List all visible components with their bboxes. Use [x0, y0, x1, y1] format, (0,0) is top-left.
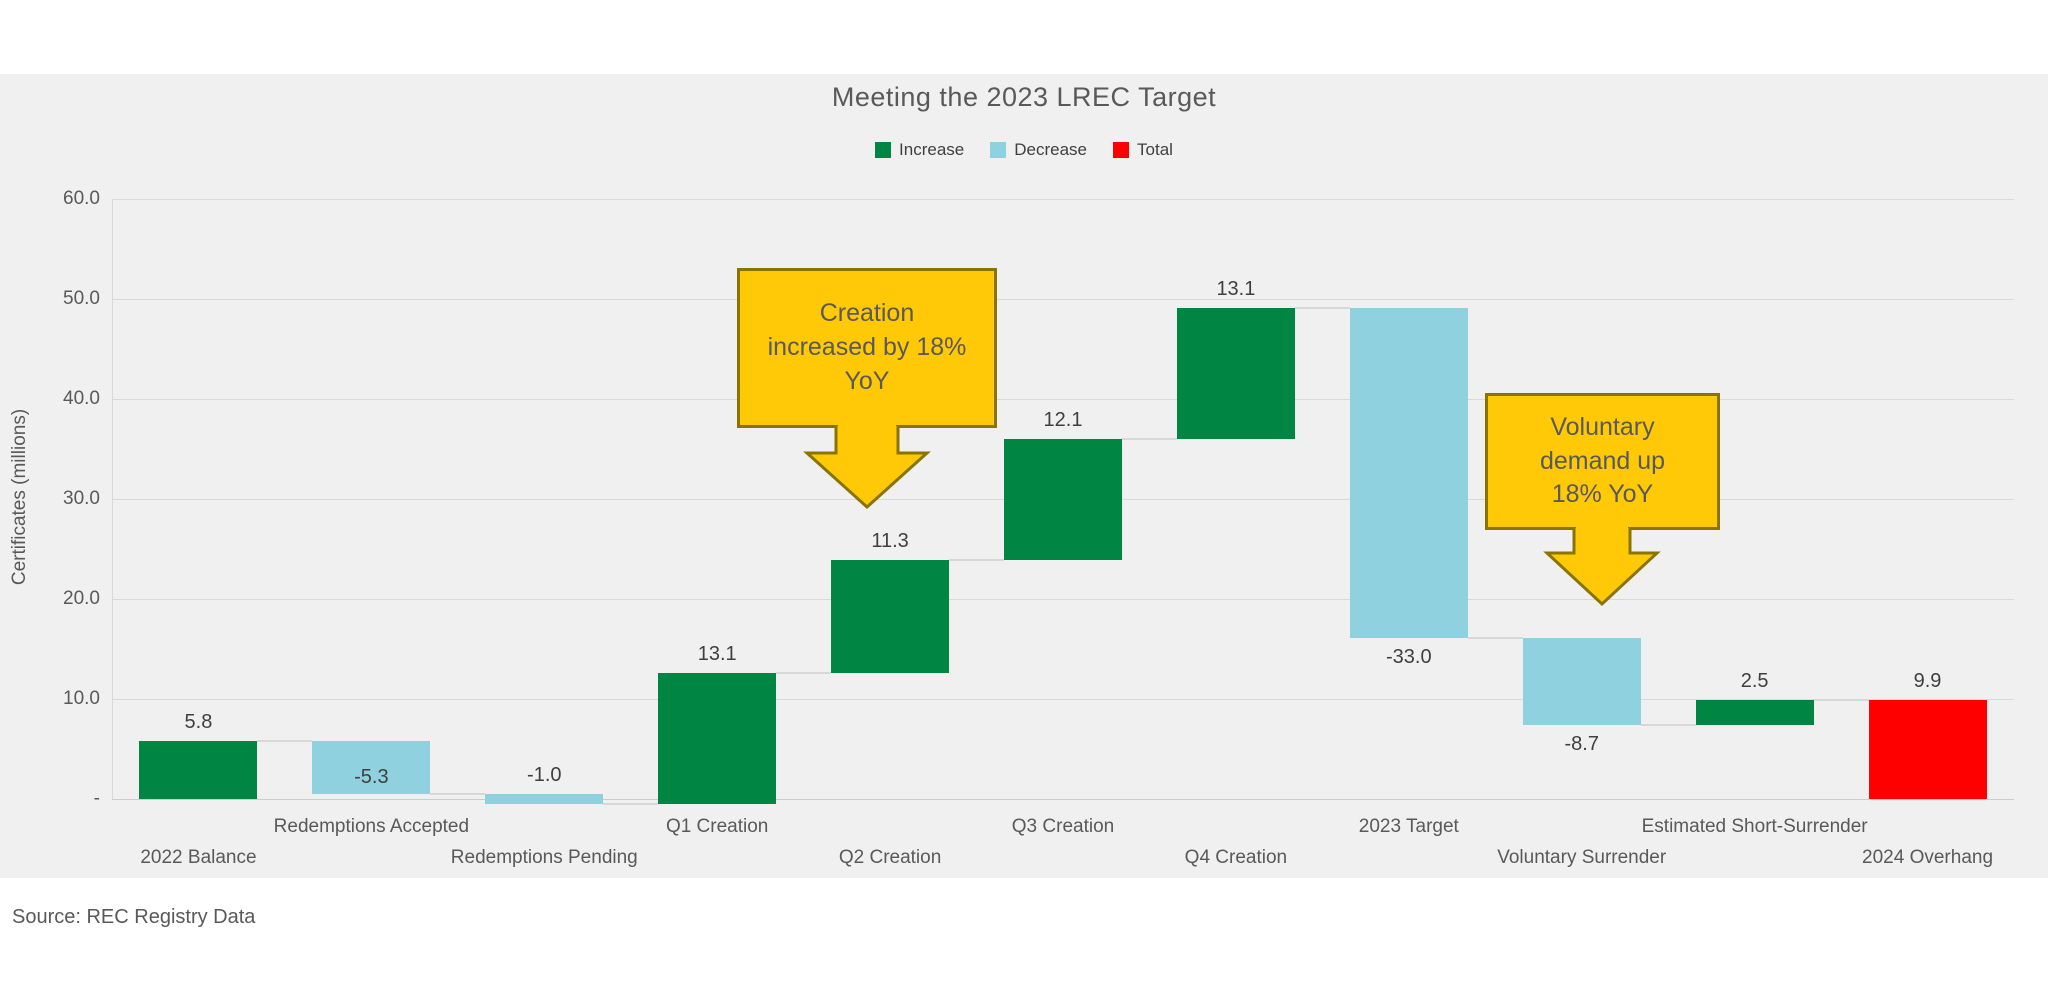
gridline	[112, 399, 2014, 400]
connector-line	[603, 803, 659, 805]
callout-2: Voluntary demand up 18% YoY	[1485, 393, 1720, 530]
bar-label: 5.8	[184, 711, 213, 733]
y-tick-label: -	[93, 788, 100, 809]
y-tick-label: 60.0	[63, 188, 100, 209]
legend: Increase Decrease Total	[0, 140, 2048, 160]
x-axis-label: 2024 Overhang	[1862, 847, 1994, 868]
x-axis-label: Redemptions Pending	[450, 847, 638, 868]
y-tick-label: 40.0	[63, 388, 100, 409]
source-note: Source: REC Registry Data	[12, 906, 256, 928]
connector-line	[257, 740, 313, 742]
bar-label: 12.1	[1043, 409, 1083, 431]
legend-label: Increase	[899, 140, 965, 159]
y-axis-title: Certificates (millions)	[9, 408, 30, 586]
connector-line	[1467, 637, 1523, 639]
bar-label: -5.3	[354, 766, 389, 788]
bar-redemptions-accepted	[312, 741, 431, 794]
x-axis-label: Q3 Creation	[1011, 816, 1115, 837]
connector-line	[1294, 307, 1350, 309]
callout-tail-joint	[1576, 526, 1628, 532]
callout-tail-joint	[838, 424, 896, 430]
gridline	[112, 799, 2014, 800]
bar-label: -1.0	[527, 764, 562, 786]
gridline	[112, 299, 2014, 300]
bar-2022-balance	[139, 741, 258, 799]
legend-item-decrease: Decrease	[990, 140, 1087, 160]
x-axis-label: 2023 Target	[1358, 816, 1459, 837]
connector-line	[1640, 724, 1696, 726]
legend-label: Total	[1137, 140, 1173, 159]
x-axis-label: Redemptions Accepted	[273, 816, 470, 837]
y-tick-label: 50.0	[63, 288, 100, 309]
chart-title: Meeting the 2023 LREC Target	[831, 82, 1217, 112]
bar-label: 13.1	[1216, 278, 1256, 300]
gridline	[112, 199, 2014, 200]
x-axis-label: Q1 Creation	[665, 816, 769, 837]
bar-q3-creation	[1004, 439, 1122, 560]
x-axis-label: 2022 Balance	[140, 847, 257, 868]
legend-item-increase: Increase	[875, 140, 964, 160]
bar-label: 2.5	[1740, 670, 1769, 692]
legend-item-total: Total	[1113, 140, 1173, 160]
callout-1: Creation increased by 18% YoY	[737, 268, 997, 428]
legend-swatch-icon	[1113, 142, 1130, 158]
connector-line	[1122, 438, 1177, 440]
y-tick-label: 30.0	[63, 488, 100, 509]
bar-label: -8.7	[1564, 733, 1599, 755]
connector-line	[776, 672, 832, 674]
legend-swatch-icon	[875, 142, 892, 158]
bar-voluntary-surrender	[1522, 638, 1641, 725]
callout-tail-arrow-icon	[1543, 528, 1661, 607]
y-tick-label: 10.0	[63, 688, 100, 709]
bar-redemptions-pending	[485, 794, 604, 804]
connector-line	[430, 793, 486, 795]
x-axis-label: Estimated Short-Surrender	[1641, 816, 1868, 837]
bar-label: 11.3	[871, 530, 909, 552]
legend-swatch-icon	[990, 142, 1007, 158]
x-axis-label: Voluntary Surrender	[1497, 847, 1667, 868]
bar-estimated-short-surrender	[1695, 700, 1814, 725]
bar-label: -33.0	[1386, 646, 1432, 668]
bar-2023-target	[1349, 308, 1468, 638]
bar-q1-creation	[658, 673, 777, 804]
x-axis-label: Q4 Creation	[1184, 847, 1288, 868]
bar-2024-overhang	[1868, 700, 1987, 799]
y-tick-label: 20.0	[63, 588, 100, 609]
gridline	[112, 599, 2014, 600]
bar-q2-creation	[831, 560, 950, 673]
bar-label: 13.1	[697, 643, 737, 665]
y-axis-line	[112, 199, 113, 799]
connector-line	[949, 559, 1004, 561]
bar-q4-creation	[1176, 308, 1295, 439]
x-axis-label: Q2 Creation	[838, 847, 942, 868]
legend-label: Decrease	[1014, 140, 1088, 159]
callout-tail-arrow-icon	[803, 426, 931, 510]
connector-line	[1813, 699, 1869, 701]
gridline	[112, 699, 2014, 700]
bar-label: 9.9	[1913, 670, 1942, 692]
